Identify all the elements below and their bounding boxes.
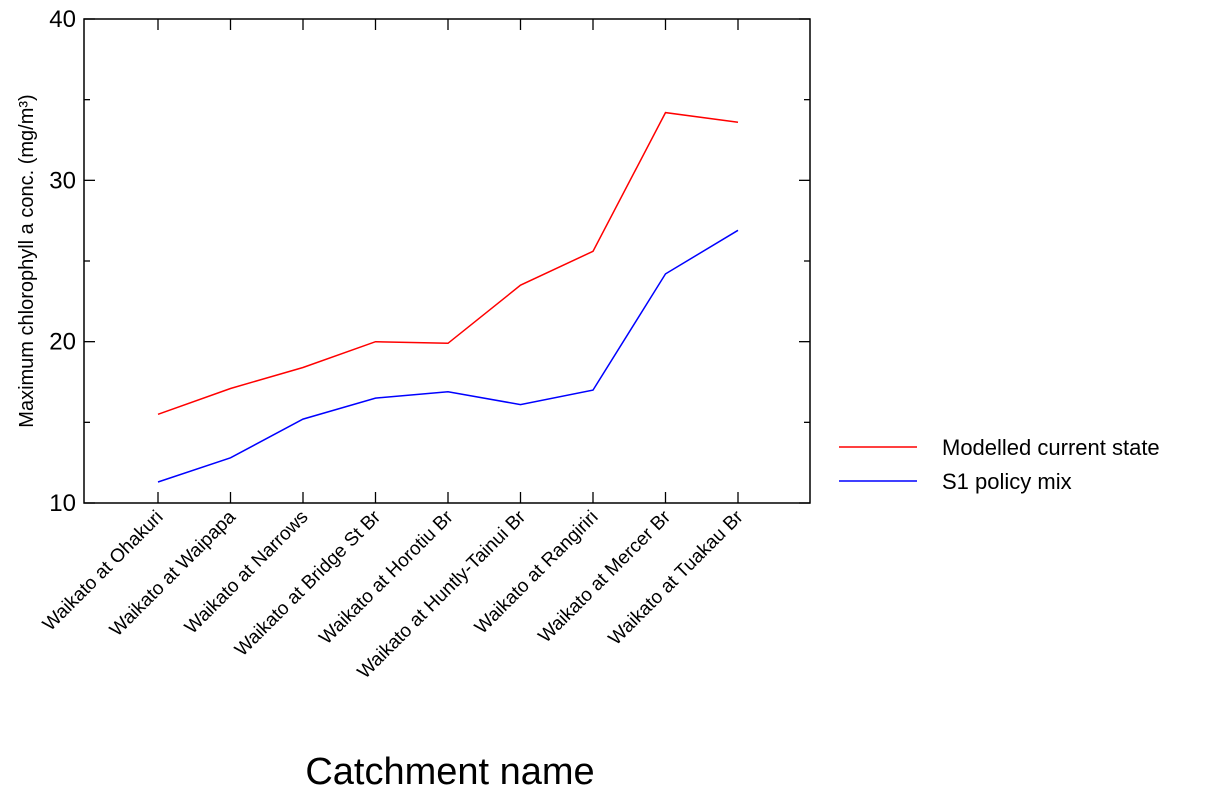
y-axis-label: Maximum chlorophyll a conc. (mg/m³) (16, 94, 38, 427)
series-line-1 (157, 111, 739, 416)
series-lines (157, 111, 739, 483)
y-tick-label: 40 (49, 6, 76, 33)
y-tick-label: 20 (49, 329, 76, 356)
legend: Modelled current state S1 policy mix (839, 435, 1160, 494)
x-tick-label: Waikato at Tuakau Br (605, 506, 748, 649)
x-tick-label: Waikato at Horotiu Br (315, 506, 458, 649)
y-tick-label: 10 (49, 490, 76, 517)
x-axis-label: Catchment name (305, 751, 594, 790)
plot-frame (83, 18, 811, 504)
legend-label: Modelled current state (942, 435, 1160, 460)
series-line-2 (157, 229, 739, 483)
x-tick-label: Waikato at Rangiriri (471, 507, 603, 639)
y-tick-label: 30 (49, 167, 76, 194)
x-tick-label: Waikato at Bridge St Br (231, 506, 385, 660)
x-tick-label: Waikato at Mercer Br (535, 506, 676, 647)
x-tick-label: Waikato at Narrows (181, 507, 313, 639)
x-tick-label: Waikato at Ohakuri (39, 507, 168, 636)
legend-label: S1 policy mix (942, 469, 1072, 494)
y-axis-ticks: 10 20 30 40 (49, 6, 810, 517)
x-tick-label: Waikato at Waipapa (106, 506, 240, 640)
